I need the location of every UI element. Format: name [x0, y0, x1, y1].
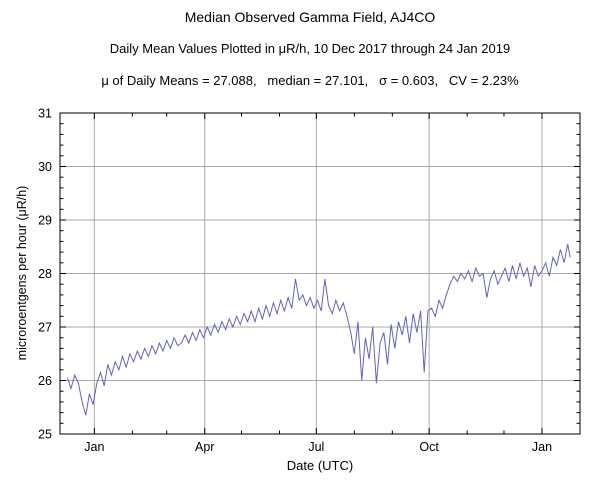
y-tick-label: 28 [38, 267, 52, 281]
x-tick-label: Jan [84, 440, 104, 454]
x-axis-label: Date (UTC) [286, 458, 354, 473]
y-tick-label: 27 [38, 321, 52, 335]
y-tick-label: 30 [38, 160, 52, 174]
y-tick-label: 25 [38, 428, 52, 442]
x-tick-label: Jan [532, 440, 552, 454]
data-line [66, 244, 571, 416]
y-tick-label: 26 [38, 374, 52, 388]
chart-stats-line: μ of Daily Means = 27.088, median = 27.1… [101, 73, 519, 88]
x-tick-label: Apr [195, 440, 214, 454]
x-tick-label: Jul [308, 440, 324, 454]
chart-title: Median Observed Gamma Field, AJ4CO [184, 9, 436, 25]
y-axis-label: microroentgens per hour (μR/h) [15, 185, 29, 361]
x-tick-label: Oct [419, 440, 439, 454]
y-tick-label: 29 [38, 214, 52, 228]
chart-subtitle: Daily Mean Values Plotted in μR/h, 10 De… [109, 41, 511, 56]
y-tick-label: 31 [38, 107, 52, 121]
